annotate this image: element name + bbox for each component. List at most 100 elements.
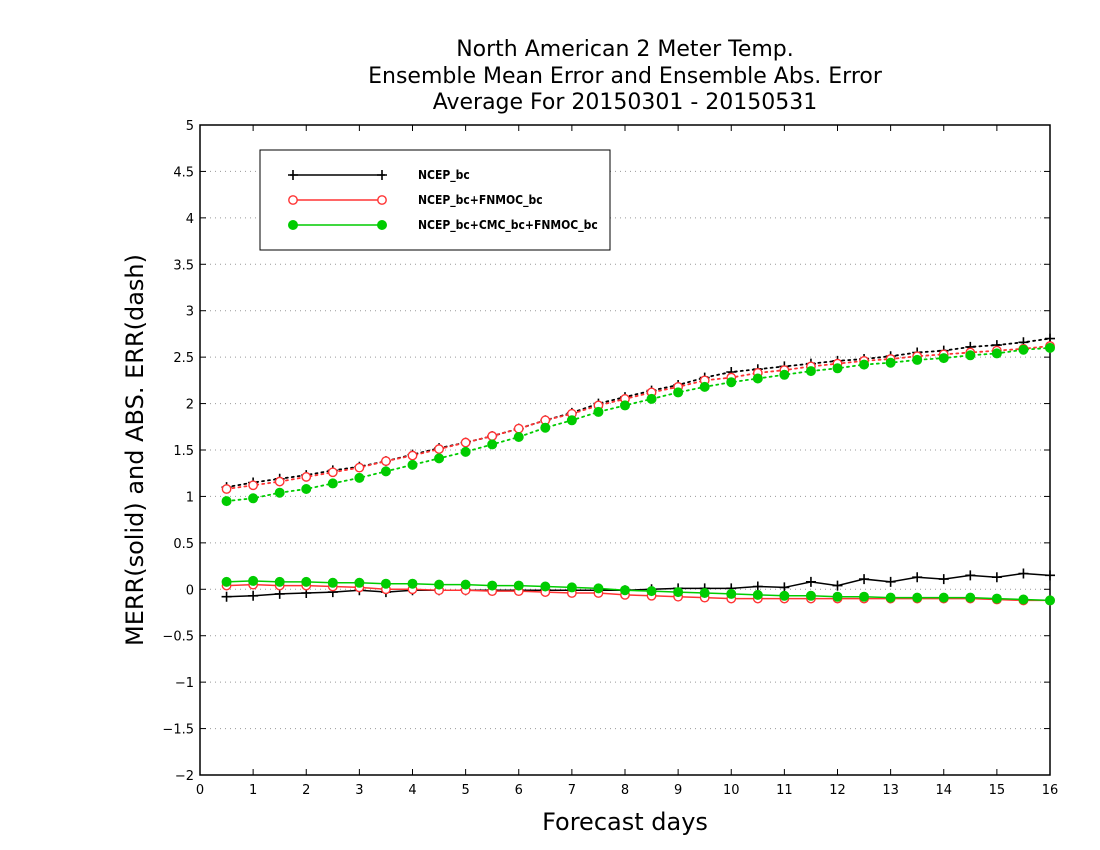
data-point-filled-circle — [540, 581, 551, 592]
data-point-filled-circle — [380, 466, 391, 477]
data-point-filled-circle — [566, 582, 577, 593]
data-point-filled-circle — [593, 406, 604, 417]
x-tick-label: 7 — [568, 783, 576, 798]
y-tick-label: 0 — [186, 583, 194, 598]
series-0 — [221, 333, 1055, 602]
data-point-plus — [991, 572, 1002, 583]
data-point-filled-circle — [1045, 342, 1055, 353]
x-tick-label: 10 — [723, 783, 740, 798]
data-point-filled-circle — [301, 576, 312, 587]
data-point-filled-circle — [805, 366, 816, 377]
data-point-filled-circle — [327, 478, 338, 489]
data-point-filled-circle — [593, 583, 604, 594]
legend-label: NCEP_bc+FNMOC_bc — [418, 193, 543, 208]
data-point-plus — [752, 581, 763, 592]
x-tick-label: 14 — [935, 783, 952, 798]
data-point-open-circle — [327, 467, 338, 478]
grid — [200, 170, 1050, 730]
data-point-filled-circle — [673, 587, 684, 598]
data-point-filled-circle — [699, 588, 710, 598]
data-point-filled-circle — [221, 576, 232, 587]
data-point-filled-circle — [248, 575, 259, 586]
data-point-plus — [248, 590, 259, 601]
data-point-plus — [885, 576, 896, 587]
data-point-filled-circle — [1045, 595, 1055, 606]
data-point-open-circle — [434, 444, 444, 454]
chart-title-line-1: North American 2 Meter Temp. — [456, 37, 794, 62]
data-point-open-circle — [288, 195, 298, 205]
data-point-filled-circle — [859, 591, 870, 602]
data-point-filled-circle — [832, 591, 843, 602]
x-tick-label: 2 — [302, 783, 310, 798]
data-point-open-circle — [354, 462, 365, 473]
data-point-open-circle — [487, 431, 498, 441]
data-point-filled-circle — [274, 487, 285, 498]
data-point-open-circle — [460, 437, 471, 448]
x-tick-label: 4 — [408, 783, 416, 798]
y-tick-label: 1 — [186, 490, 194, 505]
data-point-plus — [912, 572, 923, 583]
data-point-filled-circle — [460, 446, 471, 457]
chart-title-line-2: Ensemble Mean Error and Ensemble Abs. Er… — [368, 64, 882, 89]
data-point-open-circle — [407, 450, 418, 461]
data-point-filled-circle — [885, 357, 896, 368]
data-point-filled-circle — [377, 220, 387, 230]
data-point-plus — [805, 576, 816, 587]
data-point-filled-circle — [832, 363, 843, 374]
data-point-filled-circle — [726, 377, 737, 388]
data-point-filled-circle — [805, 590, 816, 601]
data-point-open-circle — [381, 456, 391, 467]
data-point-filled-circle — [646, 393, 657, 404]
data-point-filled-circle — [248, 493, 259, 504]
series-abs-error-line — [225, 337, 1051, 489]
x-tick-label: 3 — [355, 783, 363, 798]
chart-title-line-3: Average For 20150301 - 20150531 — [432, 90, 818, 115]
data-point-filled-circle — [779, 590, 790, 601]
data-point-open-circle — [513, 423, 524, 434]
data-point-filled-circle — [912, 354, 923, 365]
data-point-filled-circle — [859, 359, 870, 370]
data-point-filled-circle — [434, 453, 445, 464]
data-point-filled-circle — [407, 578, 418, 589]
data-point-filled-circle — [274, 576, 285, 587]
data-point-filled-circle — [327, 577, 338, 588]
data-point-filled-circle — [938, 353, 949, 364]
legend-label: NCEP_bc — [418, 168, 470, 183]
legend: NCEP_bc NCEP_bc+FNMOC_bc NCEP_bc+CMC_bc+FN… — [259, 149, 611, 251]
data-point-filled-circle — [1018, 344, 1029, 355]
data-point-plus — [859, 574, 870, 585]
x-tick-label: 13 — [882, 783, 899, 798]
data-point-filled-circle — [221, 496, 232, 507]
data-point-filled-circle — [540, 422, 551, 433]
data-point-filled-circle — [912, 592, 923, 603]
data-point-filled-circle — [965, 350, 976, 361]
data-point-filled-circle — [487, 580, 498, 591]
x-tick-label: 5 — [461, 783, 469, 798]
series-mean-error-line — [226, 572, 1051, 598]
data-point-filled-circle — [938, 592, 949, 603]
data-point-filled-circle — [460, 579, 471, 590]
x-tick-label: 1 — [249, 783, 257, 798]
data-point-filled-circle — [779, 369, 790, 380]
y-tick-label: −1.5 — [162, 723, 194, 738]
data-point-plus — [274, 588, 285, 599]
data-point-open-circle — [377, 195, 387, 205]
legend-label: NCEP_bc+CMC_bc+FNMOC_bc — [418, 218, 598, 233]
y-tick-label: 1.5 — [173, 444, 194, 459]
y-tick-label: 3.5 — [173, 258, 194, 273]
x-tick-label: 9 — [674, 783, 682, 798]
series-abs-error-line — [225, 346, 1051, 502]
data-point-open-circle — [274, 476, 285, 487]
data-point-filled-circle — [885, 592, 896, 603]
x-tick-label: 12 — [829, 783, 846, 798]
x-tick-label: 16 — [1042, 783, 1059, 798]
data-point-plus — [1045, 570, 1055, 581]
data-point-filled-circle — [354, 472, 365, 483]
y-tick-label: −1 — [175, 676, 194, 691]
x-tick-label: 15 — [989, 783, 1006, 798]
x-tick-label: 6 — [515, 783, 523, 798]
data-point-filled-circle — [752, 589, 763, 600]
data-point-filled-circle — [726, 588, 737, 599]
data-point-filled-circle — [288, 220, 298, 230]
data-point-filled-circle — [965, 592, 976, 603]
